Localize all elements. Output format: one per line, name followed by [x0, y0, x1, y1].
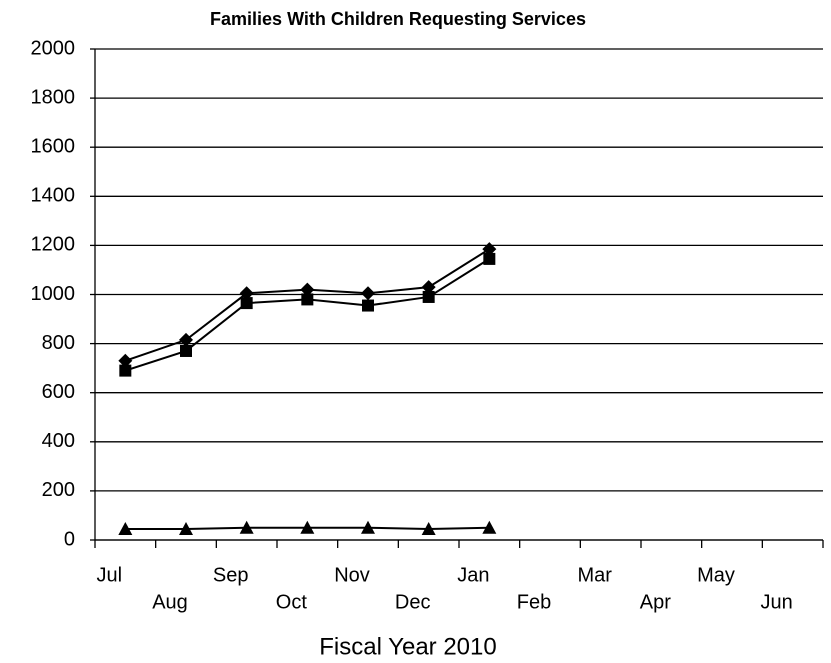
marker — [300, 282, 315, 297]
marker — [482, 520, 497, 534]
marker — [422, 290, 435, 303]
y-tick-label: 400 — [42, 430, 75, 452]
x-tick-label: Sep — [213, 564, 249, 586]
x-tick-label: Jan — [457, 564, 489, 586]
y-tick-label: 2000 — [31, 37, 76, 59]
marker — [482, 242, 497, 257]
x-tick-label: Oct — [276, 591, 308, 613]
marker — [239, 286, 254, 301]
marker — [301, 293, 314, 306]
marker — [300, 520, 315, 534]
y-tick-label: 1200 — [31, 234, 76, 256]
marker — [483, 252, 496, 265]
y-tick-label: 1600 — [31, 135, 76, 157]
marker — [362, 299, 374, 312]
series-line — [125, 258, 490, 372]
x-axis-label: Fiscal Year 2010 — [319, 633, 496, 660]
marker — [421, 280, 436, 295]
x-tick-label: May — [697, 564, 735, 586]
x-tick-label: Dec — [395, 591, 431, 613]
marker — [179, 521, 193, 535]
y-tick-label: 200 — [42, 479, 75, 501]
marker — [118, 353, 133, 368]
marker — [239, 520, 254, 534]
x-tick-label: Aug — [152, 591, 188, 613]
marker — [119, 364, 132, 377]
y-tick-label: 1800 — [31, 86, 76, 108]
chart-title: Families With Children Requesting Servic… — [210, 9, 586, 29]
marker — [421, 521, 436, 535]
x-tick-label: Mar — [577, 564, 612, 586]
marker — [240, 297, 253, 310]
y-tick-label: 0 — [64, 528, 75, 550]
marker — [179, 332, 193, 347]
x-tick-label: Feb — [517, 591, 551, 613]
y-tick-label: 600 — [42, 381, 75, 403]
y-tick-label: 1400 — [31, 185, 76, 207]
marker — [361, 520, 375, 534]
x-tick-label: Apr — [640, 591, 671, 613]
marker — [180, 344, 192, 357]
y-tick-label: 1000 — [31, 283, 76, 305]
x-tick-label: Jun — [761, 591, 793, 613]
marker — [361, 286, 375, 301]
x-tick-label: Nov — [334, 564, 370, 586]
y-tick-label: 800 — [42, 332, 75, 354]
x-tick-label: Jul — [97, 564, 123, 586]
marker — [118, 521, 133, 535]
